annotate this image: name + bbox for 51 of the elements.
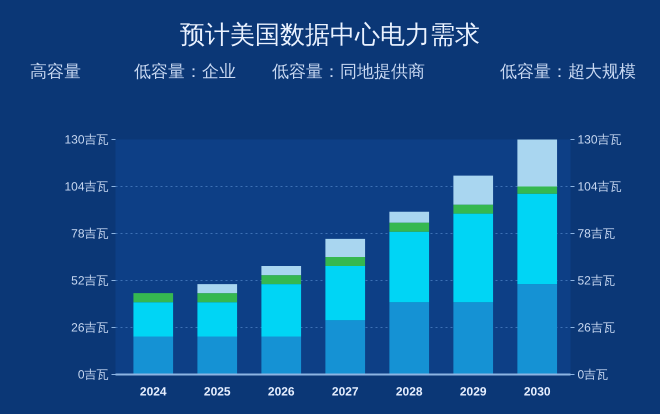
x-tick-label: 2024 <box>140 384 167 398</box>
bar <box>389 212 430 223</box>
bar <box>325 266 366 320</box>
y-tick-label: 104吉瓦 <box>64 180 109 194</box>
y2-tick-label: 0吉瓦 <box>578 368 608 382</box>
y-tick-label: 52吉瓦 <box>71 274 109 288</box>
bar <box>453 176 494 205</box>
text: 低容量：企业 <box>134 61 236 82</box>
text: 低容量：超大规模 <box>500 61 636 82</box>
bar <box>261 336 302 374</box>
bar <box>197 284 238 294</box>
bar <box>517 186 558 194</box>
bar <box>261 266 302 276</box>
y-tick-label: 26吉瓦 <box>71 320 109 334</box>
y2-tick-label: 52吉瓦 <box>578 274 615 288</box>
y-tick-label: 130吉瓦 <box>64 132 109 146</box>
x-tick-label: 2026 <box>268 384 295 398</box>
y2-tick-label: 130吉瓦 <box>578 132 622 146</box>
y2-tick-label: 78吉瓦 <box>578 226 615 240</box>
y-tick-label: 0吉瓦 <box>78 368 109 382</box>
x-tick-label: 2027 <box>332 384 359 398</box>
text: 低容量：同地提供商 <box>272 61 425 82</box>
bar <box>325 320 366 374</box>
bar <box>453 214 494 302</box>
bar <box>197 293 238 302</box>
text: 高容量 <box>30 61 81 82</box>
bar <box>133 336 174 374</box>
bar <box>261 275 302 284</box>
x-tick-label: 2025 <box>204 384 231 398</box>
x-tick-label: 2028 <box>396 384 423 398</box>
bar <box>261 284 302 337</box>
bar <box>133 293 174 302</box>
bar <box>197 336 238 374</box>
bar <box>453 302 494 374</box>
bar <box>517 140 558 186</box>
chart-title: 预计美国数据中心电力需求 <box>179 20 481 50</box>
x-tick-label: 2029 <box>460 384 487 398</box>
bar <box>389 302 430 374</box>
bar <box>197 302 238 337</box>
bar <box>133 302 174 337</box>
bar <box>325 238 366 257</box>
y2-tick-label: 104吉瓦 <box>578 180 622 194</box>
bar <box>517 284 558 374</box>
x-tick-label: 2030 <box>524 384 551 398</box>
bar <box>517 194 558 284</box>
bar <box>453 204 494 214</box>
y-tick-label: 78吉瓦 <box>71 226 109 240</box>
y2-tick-label: 26吉瓦 <box>578 320 615 334</box>
bar <box>389 232 430 302</box>
bar <box>389 222 430 232</box>
bar <box>325 257 366 266</box>
